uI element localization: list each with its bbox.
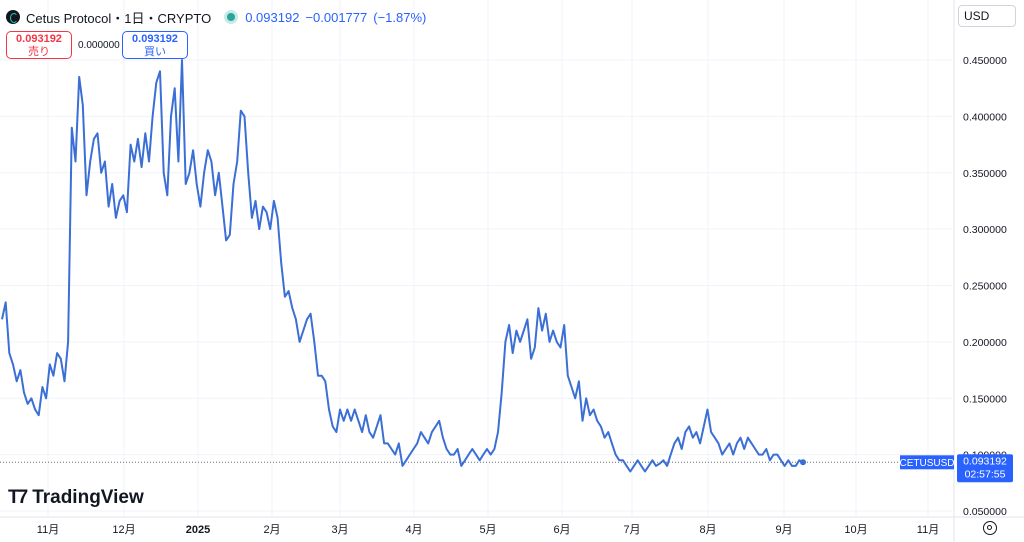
y-tick-label: 0.300000	[963, 224, 1007, 236]
x-tick-label: 9月	[775, 524, 792, 536]
legend-change-pct: (−1.87%)	[373, 9, 427, 25]
price-axis[interactable]: 0.0500000.1000000.1500000.2000000.250000…	[963, 55, 1007, 518]
spread-value: 0.000000	[78, 40, 120, 51]
tradingview-mark-icon: T7	[8, 487, 28, 508]
x-tick-label: 11月	[37, 524, 59, 536]
x-tick-label: 2月	[263, 524, 280, 536]
tag-symbol: CETUSUSD	[899, 458, 954, 469]
y-tick-label: 0.350000	[963, 168, 1007, 180]
cetus-logo-icon	[6, 10, 20, 24]
time-axis[interactable]: 11月 12月 2025 2月 3月 4月 5月 6月 7月 8月 9月 10月 11月	[37, 524, 939, 536]
sell-button[interactable]: 0.093192 売り	[6, 31, 72, 59]
y-tick-label: 0.200000	[963, 337, 1007, 349]
y-tick-label: 0.450000	[963, 55, 1007, 67]
y-tick-label: 0.400000	[963, 111, 1007, 123]
tag-price: 0.093192	[963, 455, 1007, 467]
x-tick-label: 10月	[844, 524, 867, 536]
grid	[0, 0, 954, 517]
x-tick-label: 4月	[405, 524, 422, 536]
buy-price: 0.093192	[132, 33, 178, 45]
price-tag: CETUSUSD 0.093192 02:57:55	[899, 454, 1013, 483]
tag-symbol-bg	[900, 455, 954, 470]
x-tick-label: 8月	[699, 524, 716, 536]
x-tick-label: 6月	[553, 524, 570, 536]
x-tick-label: 5月	[479, 524, 496, 536]
x-tick-label: 12月	[112, 524, 135, 536]
brand-name: TradingView	[32, 487, 144, 508]
x-tick-label: 11月	[917, 524, 939, 536]
x-tick-label: 2025	[186, 524, 210, 536]
legend-price: 0.093192	[245, 9, 300, 25]
symbol-title[interactable]: Cetus Protocol・1日・CRYPTO	[26, 10, 212, 26]
tag-countdown: 02:57:55	[965, 468, 1006, 480]
market-status-dot-icon	[227, 13, 236, 21]
last-price-dot	[800, 459, 806, 466]
x-tick-label: 3月	[331, 524, 348, 536]
legend-change: −0.001777	[305, 9, 368, 25]
tag-price-bg	[957, 454, 1013, 483]
y-tick-label: 0.250000	[963, 281, 1007, 293]
price-line	[1, 59, 804, 473]
tradingview-logo[interactable]: T7 TradingView	[8, 487, 144, 509]
currency-selector[interactable]: USD	[958, 5, 1016, 27]
symbol-legend[interactable]: Cetus Protocol・1日・CRYPTO 0.093192 −0.001…	[6, 8, 426, 26]
y-tick-label: 0.150000	[963, 393, 1007, 405]
chart-settings-icon[interactable]	[983, 521, 997, 535]
buy-button[interactable]: 0.093192 買い	[122, 31, 188, 59]
sell-price: 0.093192	[16, 33, 62, 45]
y-tick-label: 0.050000	[963, 506, 1007, 518]
buy-label: 買い	[144, 46, 166, 58]
sell-label: 売り	[28, 46, 50, 58]
x-tick-label: 7月	[623, 524, 640, 536]
